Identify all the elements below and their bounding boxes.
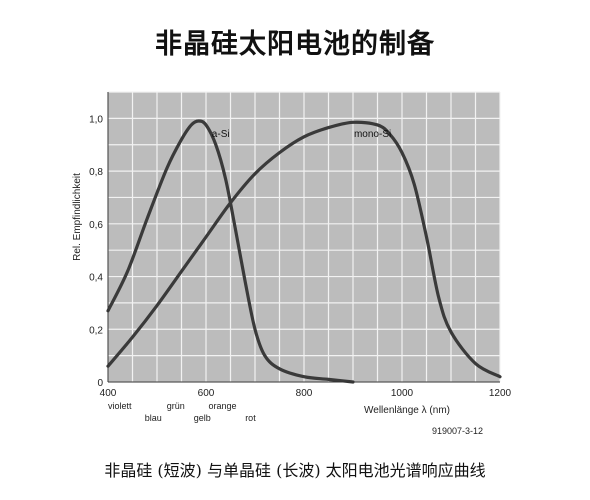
series-line-a-si — [106, 119, 355, 384]
page-title: 非晶硅太阳电池的制备 — [155, 29, 435, 60]
y-tick-label: 0,6 — [89, 220, 103, 231]
y-tick-label: 0,4 — [89, 273, 103, 284]
color-band-label: rot — [245, 413, 256, 423]
y-tick-label: 0,8 — [89, 167, 103, 178]
x-tick-label: 800 — [296, 388, 313, 399]
y-tick-label: 1,0 — [89, 114, 103, 125]
series-line-mono-si — [106, 120, 502, 379]
series-label: mono-Si — [354, 129, 391, 140]
figure-caption: 非晶硅 (短波) 与单晶硅 (长波) 太阳电池光谱响应曲线 — [104, 461, 486, 480]
grid — [107, 91, 501, 383]
y-tick-label: 0 — [97, 378, 103, 389]
series-label: a-Si — [212, 129, 230, 140]
series-layer: a-Si mono-Si — [106, 119, 502, 384]
color-band-label: gelb — [194, 413, 211, 423]
color-band-label: grün — [167, 401, 185, 411]
x-tick-label: 600 — [198, 388, 215, 399]
axes: 400 600 800 1000 1200 0 0,2 0,4 0,6 0,8 1,0 violett… — [89, 92, 512, 423]
x-tick-label: 1000 — [391, 388, 414, 399]
color-band-label: orange — [208, 401, 236, 411]
y-axis-label: Rel. Empfindlichkeit — [72, 173, 83, 261]
x-tick-label: 400 — [100, 388, 117, 399]
color-band-label: violett — [108, 401, 132, 411]
y-tick-label: 0,2 — [89, 325, 103, 336]
x-tick-label: 1200 — [489, 388, 512, 399]
x-axis-label: Wellenlänge λ (nm) — [364, 405, 450, 416]
figure-code: 919007-3-12 — [432, 426, 483, 436]
color-band-label: blau — [145, 413, 162, 423]
